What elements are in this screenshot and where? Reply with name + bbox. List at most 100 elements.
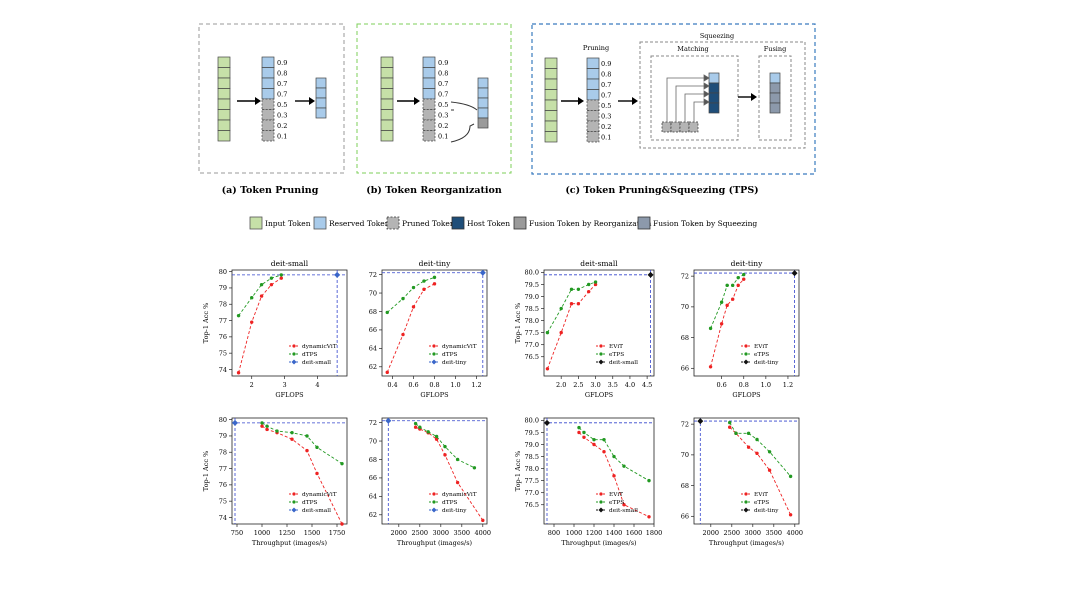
data-point [481,518,485,523]
y-tick-label: 76 [219,481,227,489]
y-tick-label: 70 [681,303,689,311]
data-point [260,421,264,425]
y-tick-label: 72 [681,420,689,428]
x-tick-label: 4 [315,381,319,389]
y-tick-label: 77.0 [525,341,539,349]
x-tick-label: 3500 [454,529,471,537]
series-line [238,277,282,373]
fused-token-column [769,72,781,114]
legend-label: deit-small [302,508,331,514]
data-point [279,273,283,277]
series-line [386,276,435,313]
series-line [547,284,596,369]
y-tick-label: 72 [369,271,377,279]
series-line [710,278,745,367]
score-label: 0.7 [438,80,448,88]
svg-text:Reserved Token: Reserved Token [329,219,390,228]
chart-gflops-dynamicvit-small: deit-small 2 3 4 74 75 76 77 78 79 80 GFLOPS Top-1 A… [202,259,348,399]
legend-marker [598,359,604,365]
legend-marker [743,507,749,513]
y-tick-label: 68 [369,456,377,464]
arrow-icon [561,97,584,105]
data-point [586,282,591,287]
reorganization-bracket-icon [450,101,478,143]
score-label: 0.1 [601,134,611,142]
legend-label: deit-small [609,360,638,366]
y-tick-label: 70 [369,437,377,445]
legend-label: eTPS [609,500,624,506]
legend-marker [432,344,436,348]
input-token [380,130,394,142]
data-point [582,435,586,439]
x-tick-label: 1250 [279,529,296,537]
score-token [422,130,436,142]
x-axis-label: Throughput (images/s) [252,539,328,547]
y-tick-label: 66 [681,513,689,521]
score-label: 0.7 [277,80,287,88]
y-tick-label: 70 [681,451,689,459]
legend-marker [598,507,604,513]
panel-b-reserved-column [422,56,436,142]
data-point [622,464,626,468]
x-axis-label: Throughput (images/s) [397,539,473,547]
legend-marker [432,352,436,356]
y-tick-label: 78.0 [525,465,539,473]
score-label: 0.7 [438,91,448,99]
legend-marker [432,500,436,504]
x-tick-label: 1.0 [450,381,460,389]
x-tick-label: 3 [283,381,287,389]
x-tick-label: 4.0 [625,381,635,389]
x-tick-label: 1.0 [761,381,771,389]
legend-marker [431,359,437,365]
data-point [612,454,616,459]
y-axis-label: Top-1 Acc % [202,451,210,492]
x-tick-label: 3.5 [608,381,618,389]
data-point [455,480,460,485]
plot-frame [693,417,800,525]
legend-marker [743,359,749,365]
data-point [434,434,439,439]
data-point [340,461,344,466]
x-tick-label: 1600 [626,529,643,537]
baseline-marker [479,269,486,276]
baseline-marker [697,418,704,425]
data-point [315,445,319,450]
y-tick-label: 79 [219,284,227,292]
data-point [576,302,581,306]
data-point [443,444,447,449]
y-tick-label: 79 [219,432,227,440]
score-label: 0.8 [277,70,287,78]
legend-label: deit-tiny [442,360,467,366]
data-point [767,450,772,454]
data-point [569,302,574,306]
legend-marker [599,492,603,496]
score-label: 0.9 [438,59,448,67]
x-axis-label: GFLOPS [585,391,613,399]
squeezing-frame [639,41,806,149]
data-point [401,332,405,337]
data-point [418,425,422,429]
score-label: 0.3 [277,112,287,120]
y-tick-label: 66 [681,365,689,373]
data-point [622,503,626,507]
panel-b-frame [356,23,512,174]
host-token [708,102,720,114]
y-tick-label: 77.0 [525,489,539,497]
plot-frame [231,417,348,525]
y-tick-label: 76 [219,333,227,341]
x-tick-label: 2.0 [556,381,566,389]
input-token [217,130,231,142]
data-point [432,275,437,280]
y-tick-label: 80.0 [525,417,539,425]
series-line [415,426,484,521]
score-label: 0.2 [438,122,448,130]
legend-marker [744,352,748,356]
data-point [259,282,264,287]
reserved-token [315,107,327,119]
x-tick-label: 0.6 [408,381,418,389]
baseline-marker [385,417,392,424]
y-tick-label: 77.5 [525,329,539,337]
panel-c-input-column [544,57,558,143]
data-point [576,287,581,291]
chart-title: deit-small [271,259,309,268]
